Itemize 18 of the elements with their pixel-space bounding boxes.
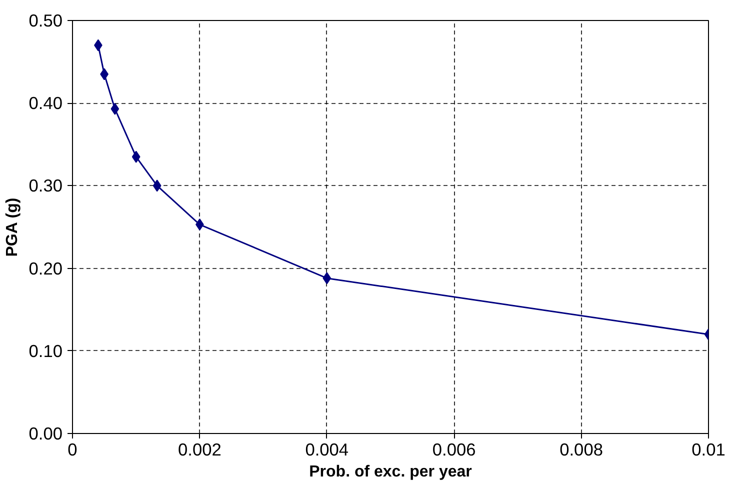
y-tick-label: 0.30 [28, 176, 63, 196]
x-tick-label: 0.002 [178, 440, 222, 460]
x-tick-label: 0 [68, 440, 78, 460]
y-tick-label: 0.40 [28, 93, 63, 114]
point [152, 180, 162, 192]
point [110, 102, 120, 115]
y-axis-title: PGA (g) [4, 198, 21, 257]
y-tick-label: 0.20 [28, 258, 63, 278]
y-tick-label: 0.00 [28, 424, 63, 444]
x-tick-label: 0.006 [432, 440, 476, 460]
x-tick-label: 0.008 [560, 440, 603, 460]
x-tick-label: 0.004 [305, 440, 349, 460]
y-tick-label: 0.10 [28, 340, 63, 361]
x-axis-title: Prob. of exc. per year [309, 464, 472, 480]
x-tick-label: 0.01 [692, 440, 726, 460]
y-tick-label: 0.50 [28, 10, 63, 30]
point [132, 150, 140, 163]
point [322, 272, 332, 284]
